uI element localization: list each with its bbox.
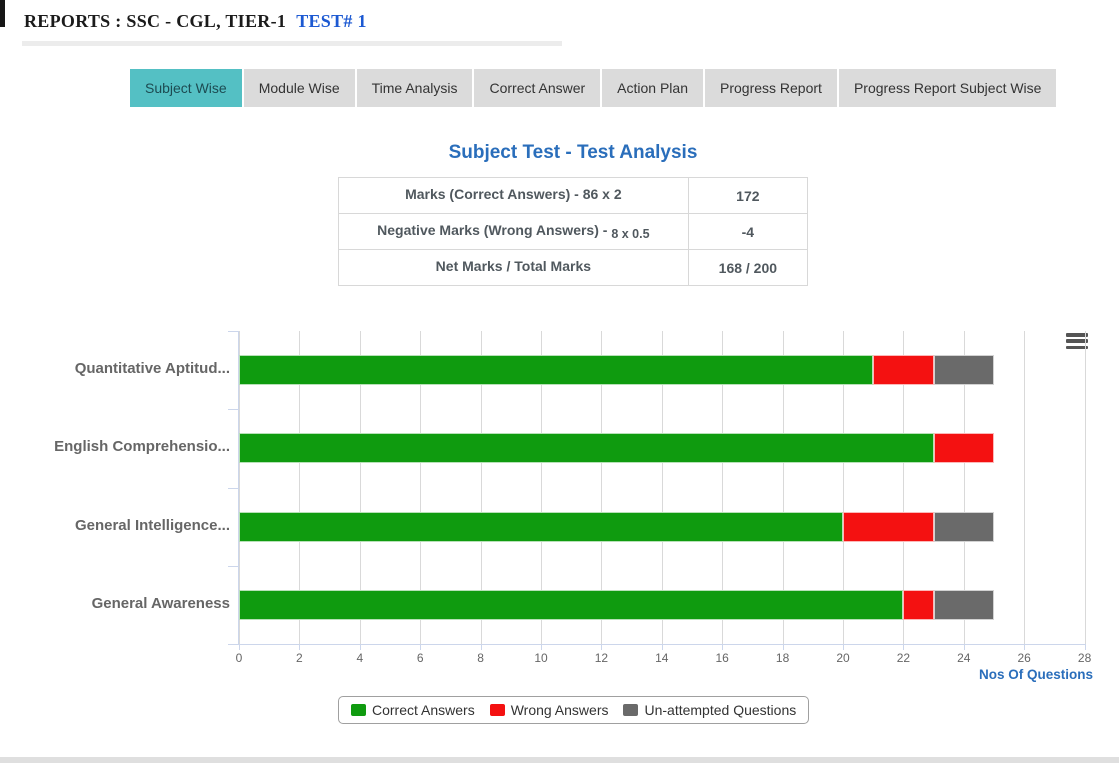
tab-action-plan[interactable]: Action Plan: [602, 69, 703, 107]
bar-segment-wrong-answers: [873, 355, 933, 385]
bar-segment-un-attempted-questions: [934, 590, 994, 620]
x-tick-label: 24: [949, 651, 979, 665]
x-tick-label: 10: [526, 651, 556, 665]
x-tick-label: 6: [405, 651, 435, 665]
legend-swatch-wrong-answers: [490, 704, 505, 716]
legend-label: Wrong Answers: [511, 702, 609, 718]
bar-segment-wrong-answers: [903, 590, 933, 620]
legend-item-wrong-answers[interactable]: Wrong Answers: [490, 702, 609, 718]
legend-item-un-attempted-questions[interactable]: Un-attempted Questions: [623, 702, 796, 718]
x-tick-label: 20: [828, 651, 858, 665]
row-label-subtext: 8 x 0.5: [611, 227, 649, 241]
analysis-title: Subject Test - Test Analysis: [338, 142, 808, 164]
header-accent-bar: [0, 0, 5, 27]
y-axis-tick: [228, 644, 238, 645]
row-value: 172: [688, 178, 807, 214]
marks-table: Marks (Correct Answers) - 86 x 2172Negat…: [338, 177, 808, 286]
x-tick-label: 12: [586, 651, 616, 665]
report-title: REPORTS : SSC - CGL, TIER-1: [24, 11, 286, 31]
legend-label: Correct Answers: [372, 702, 475, 718]
x-axis-tick: [1085, 644, 1086, 650]
marks-table-body: Marks (Correct Answers) - 86 x 2172Negat…: [339, 178, 808, 286]
tab-progress-report-subject-wise[interactable]: Progress Report Subject Wise: [839, 69, 1057, 107]
category-label: Quantitative Aptitud...: [0, 360, 230, 377]
x-tick-label: 16: [707, 651, 737, 665]
table-row: Net Marks / Total Marks 168 / 200: [339, 250, 808, 286]
y-axis-tick: [228, 488, 238, 489]
y-axis-tick: [228, 331, 238, 332]
chart-legend: Correct Answers Wrong Answers Un-attempted…: [338, 696, 809, 724]
x-axis-line: [238, 644, 1085, 645]
report-page: REPORTS : SSC - CGL, TIER-1 TEST# 1 Subje…: [0, 0, 1119, 767]
bar-segment-correct-answers: [239, 590, 903, 620]
category-label: English Comprehensio...: [0, 438, 230, 455]
legend-label: Un-attempted Questions: [644, 702, 796, 718]
x-tick-label: 2: [284, 651, 314, 665]
x-tick-label: 8: [466, 651, 496, 665]
x-tick-label: 22: [888, 651, 918, 665]
x-axis-title: Nos Of Questions: [893, 667, 1093, 682]
bar-segment-correct-answers: [239, 355, 873, 385]
tab-subject-wise[interactable]: Subject Wise: [130, 69, 242, 107]
tab-progress-report[interactable]: Progress Report: [705, 69, 837, 107]
row-label: Marks (Correct Answers) - 86 x 2: [339, 178, 689, 214]
bar-segment-wrong-answers: [843, 512, 934, 542]
page-title: REPORTS : SSC - CGL, TIER-1 TEST# 1: [24, 11, 367, 32]
x-tick-label: 4: [345, 651, 375, 665]
legend-item-correct-answers[interactable]: Correct Answers: [351, 702, 475, 718]
bar-segment-un-attempted-questions: [934, 355, 994, 385]
table-row: Marks (Correct Answers) - 86 x 2 172: [339, 178, 808, 214]
x-tick-label: 14: [647, 651, 677, 665]
y-axis-tick: [228, 566, 238, 567]
x-tick-label: 18: [768, 651, 798, 665]
category-label: General Awareness: [0, 595, 230, 612]
row-value: 168 / 200: [688, 250, 807, 286]
tab-bar: Subject WiseModule WiseTime AnalysisCorr…: [130, 69, 1056, 107]
legend-swatch-correct-answers: [351, 704, 366, 716]
bar-segment-correct-answers: [239, 433, 934, 463]
category-label: General Intelligence...: [0, 517, 230, 534]
x-tick-label: 0: [224, 651, 254, 665]
x-tick-label: 26: [1009, 651, 1039, 665]
bar-segment-correct-answers: [239, 512, 843, 542]
bar-segment-wrong-answers: [934, 433, 994, 463]
test-number-link[interactable]: TEST# 1: [296, 11, 367, 31]
x-gridline: [1085, 331, 1086, 644]
x-tick-label: 28: [1070, 651, 1100, 665]
tab-time-analysis[interactable]: Time Analysis: [357, 69, 473, 107]
bar-segment-un-attempted-questions: [934, 512, 994, 542]
row-label-text: Net Marks / Total Marks: [436, 258, 591, 274]
tab-module-wise[interactable]: Module Wise: [244, 69, 355, 107]
tab-correct-answer[interactable]: Correct Answer: [474, 69, 600, 107]
row-label: Net Marks / Total Marks: [339, 250, 689, 286]
hamburger-icon[interactable]: [1066, 333, 1090, 349]
table-row: Negative Marks (Wrong Answers) - 8 x 0.5…: [339, 214, 808, 250]
header-divider: [22, 41, 562, 46]
row-label-text: Marks (Correct Answers) - 86 x 2: [405, 186, 622, 202]
row-label-text: Negative Marks (Wrong Answers) -: [377, 222, 611, 238]
horizontal-scrollbar[interactable]: [0, 757, 1119, 763]
row-label: Negative Marks (Wrong Answers) - 8 x 0.5: [339, 214, 689, 250]
legend-swatch-un-attempted-questions: [623, 704, 638, 716]
row-value: -4: [688, 214, 807, 250]
y-axis-tick: [228, 409, 238, 410]
x-gridline: [1024, 331, 1025, 644]
